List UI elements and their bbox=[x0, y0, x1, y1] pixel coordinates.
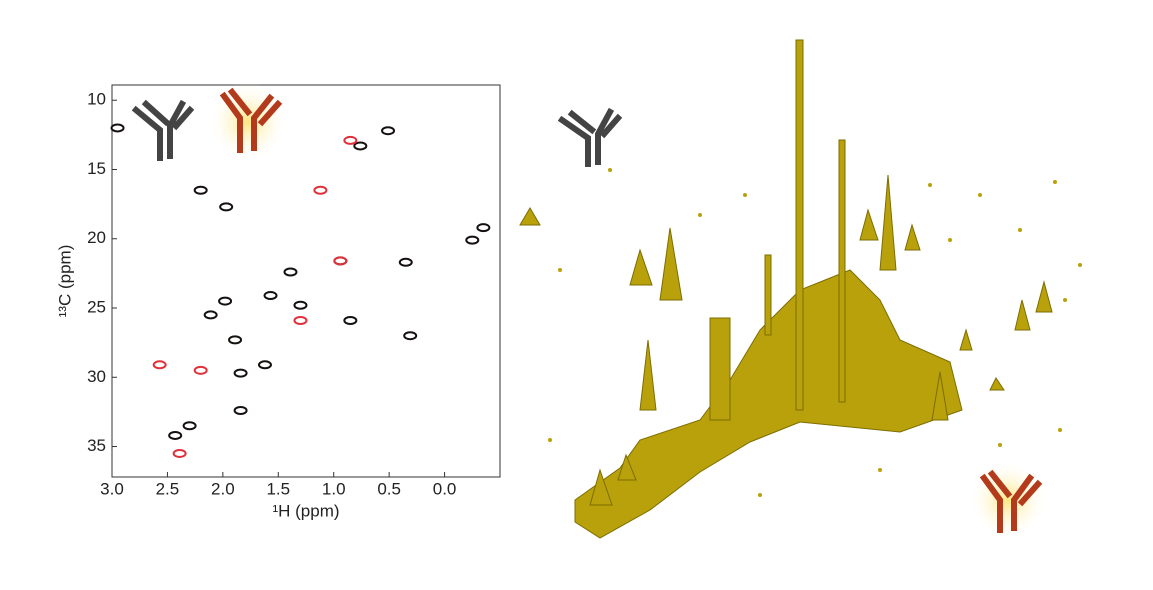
peak bbox=[193, 365, 208, 375]
y-tick-label: 10 bbox=[87, 90, 106, 109]
peak bbox=[233, 406, 248, 416]
x-tick-label: 0.5 bbox=[377, 479, 401, 498]
peak bbox=[343, 135, 358, 145]
icon-glow bbox=[968, 460, 1048, 540]
x-tick-label: 2.0 bbox=[211, 479, 235, 498]
peak bbox=[283, 267, 298, 277]
peak bbox=[233, 368, 248, 378]
peak bbox=[381, 126, 396, 136]
peak bbox=[293, 315, 308, 325]
surface-speckle bbox=[548, 168, 1082, 497]
peak bbox=[172, 448, 187, 458]
peak bbox=[353, 141, 368, 151]
peak bbox=[218, 296, 233, 306]
peak bbox=[333, 256, 348, 266]
antibody-icon bbox=[557, 107, 623, 167]
x-tick-label: 3.0 bbox=[100, 479, 124, 498]
x-tick-label: 1.0 bbox=[322, 479, 346, 498]
peak bbox=[257, 360, 272, 370]
y-tick-label: 25 bbox=[87, 297, 106, 316]
peak bbox=[228, 335, 243, 345]
x-axis-label: ¹H (ppm) bbox=[272, 501, 339, 520]
y-tick-label: 15 bbox=[87, 159, 106, 178]
peak bbox=[182, 421, 197, 431]
peak bbox=[398, 257, 413, 267]
peak bbox=[219, 202, 234, 212]
peak bbox=[313, 185, 328, 195]
peak bbox=[110, 123, 125, 133]
x-tick-label: 0.0 bbox=[433, 479, 457, 498]
peak bbox=[152, 360, 167, 370]
peak bbox=[343, 315, 358, 325]
peak bbox=[403, 331, 418, 341]
icon-glow bbox=[208, 82, 288, 162]
peak bbox=[168, 430, 183, 440]
antibody-icon bbox=[219, 87, 283, 153]
x-tick-label: 2.5 bbox=[156, 479, 180, 498]
plot-frame bbox=[111, 84, 501, 478]
y-tick-label: 35 bbox=[87, 436, 106, 455]
y-axis-label: ¹³C (ppm) bbox=[55, 245, 74, 318]
peak bbox=[293, 300, 308, 310]
y-tick-label: 20 bbox=[87, 228, 106, 247]
antibody-icon bbox=[131, 99, 195, 161]
x-tick-label: 1.5 bbox=[266, 479, 290, 498]
peak bbox=[476, 223, 491, 233]
surface-3d bbox=[519, 39, 1053, 539]
y-tick-label: 30 bbox=[87, 367, 106, 386]
peak bbox=[203, 310, 218, 320]
peak bbox=[465, 235, 480, 245]
peak bbox=[263, 291, 278, 301]
peak bbox=[193, 185, 208, 195]
antibody-icon bbox=[979, 469, 1043, 533]
